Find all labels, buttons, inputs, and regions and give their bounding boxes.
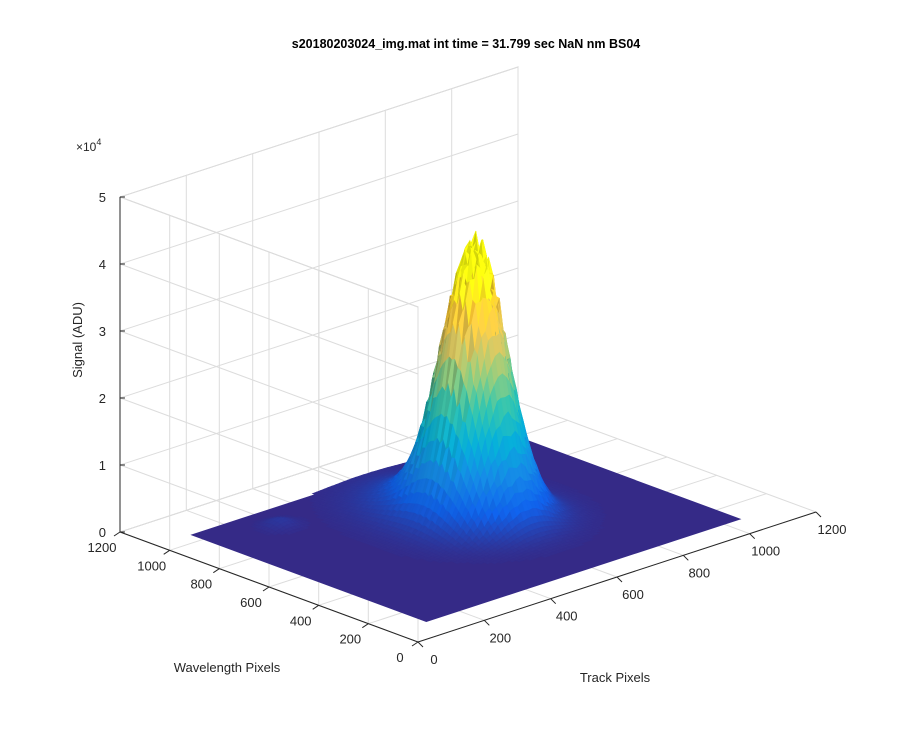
x-tick-label: 600: [622, 587, 644, 602]
surface-patch: [594, 506, 604, 509]
surface-patch: [596, 526, 606, 530]
y-tick-label: 1200: [88, 540, 117, 555]
y-tick-mark: [113, 531, 121, 537]
y-axis-label: Wavelength Pixels: [174, 660, 281, 675]
x-tick-mark: [417, 641, 424, 648]
y-tick-mark: [312, 604, 319, 610]
x-tick-mark: [550, 598, 557, 605]
grid-back-z-5: [119, 66, 519, 198]
x-tick-label: 0: [430, 652, 437, 667]
grid-left-z-3: [119, 330, 419, 442]
z-tick-label: 3: [99, 324, 106, 339]
z-tick-label: 0: [99, 525, 106, 540]
x-tick-label: 200: [489, 630, 511, 645]
y-tick-label: 400: [290, 613, 312, 628]
z-exponent-label: ×104: [76, 137, 101, 154]
z-exponent-power: 4: [96, 137, 101, 147]
grid-back-z-4: [119, 133, 519, 265]
surface-patch: [584, 497, 594, 500]
x-tick-mark: [483, 619, 490, 626]
tick-labels: 0200400600800100012000200400600800100012…: [88, 190, 847, 667]
z-axis-label: Signal (ADU): [70, 302, 85, 378]
x-tick-label: 1200: [818, 522, 847, 537]
grid-left-z-5: [119, 196, 419, 308]
surface-patch: [300, 518, 310, 521]
x-tick-mark: [616, 576, 623, 583]
y-tick-mark: [262, 586, 270, 592]
x-tick-label: 1000: [751, 544, 780, 559]
x-tick-mark: [749, 533, 756, 540]
surface-patch: [592, 502, 602, 506]
y-tick-label: 200: [339, 632, 361, 647]
surface-patch: [596, 509, 606, 513]
x-tick-mark: [815, 511, 822, 518]
grid-back-z-2: [119, 267, 519, 399]
grid-left-z-4: [119, 263, 419, 375]
y-tick-label: 800: [190, 577, 212, 592]
surface-patch: [302, 521, 312, 525]
y-tick-mark: [411, 641, 419, 647]
z-tick-label: 5: [99, 190, 106, 205]
surface-patch: [571, 489, 581, 493]
z-tick-label: 1: [99, 458, 106, 473]
x-axis-label: Track Pixels: [580, 670, 651, 685]
y-tick-label: 0: [396, 650, 403, 665]
surface: [190, 230, 742, 622]
x-tick-label: 400: [556, 609, 578, 624]
y-tick-mark: [163, 549, 170, 555]
surface-patch: [598, 513, 608, 517]
y-tick-label: 600: [240, 595, 262, 610]
y-tick-mark: [213, 568, 220, 574]
axis-lines: [113, 196, 822, 648]
y-tick-mark: [362, 623, 369, 629]
x-tick-label: 800: [688, 565, 710, 580]
z-tick-label: 4: [99, 257, 106, 272]
y-tick-label: 1000: [137, 558, 166, 573]
z-exponent-prefix: ×10: [76, 140, 97, 154]
grid-back-z-3: [119, 200, 519, 332]
x-tick-mark: [682, 554, 689, 561]
z-tick-label: 2: [99, 391, 106, 406]
chart-title: s20180203024_img.mat int time = 31.799 s…: [292, 37, 641, 51]
